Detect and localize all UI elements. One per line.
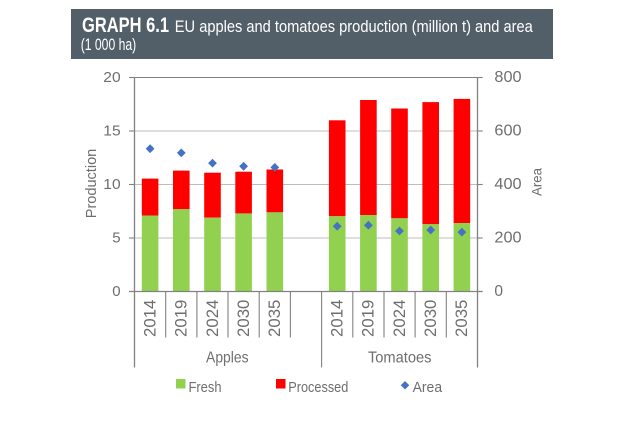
svg-text:Production: Production	[83, 149, 100, 219]
svg-text:2019: 2019	[172, 300, 191, 337]
svg-text:600: 600	[494, 122, 522, 139]
svg-text:2014: 2014	[328, 300, 347, 337]
svg-text:0: 0	[494, 283, 503, 300]
svg-text:2024: 2024	[203, 300, 222, 337]
svg-text:2035: 2035	[452, 300, 471, 337]
svg-text:Processed: Processed	[288, 379, 348, 396]
svg-text:2024: 2024	[390, 300, 409, 337]
svg-text:(1 000 ha): (1 000 ha)	[81, 36, 137, 54]
svg-text:20: 20	[103, 69, 120, 86]
svg-text:200: 200	[494, 229, 522, 246]
svg-text:Tomatoes: Tomatoes	[368, 350, 432, 367]
svg-text:2035: 2035	[265, 300, 284, 337]
svg-text:15: 15	[103, 122, 120, 139]
svg-text:2030: 2030	[234, 300, 253, 337]
svg-text:Fresh: Fresh	[189, 379, 222, 396]
svg-text:EU apples and tomatoes product: EU apples and tomatoes production (milli…	[175, 18, 534, 36]
svg-text:2014: 2014	[140, 300, 159, 337]
svg-text:10: 10	[103, 176, 120, 193]
svg-text:2030: 2030	[421, 300, 440, 337]
svg-text:Area: Area	[413, 379, 443, 396]
svg-text:Apples: Apples	[206, 350, 249, 367]
svg-text:800: 800	[494, 69, 522, 86]
svg-text:GRAPH 6.1: GRAPH 6.1	[82, 14, 169, 37]
svg-text:Area: Area	[529, 168, 545, 196]
svg-text:2019: 2019	[359, 300, 378, 337]
svg-text:0: 0	[112, 283, 120, 300]
svg-text:5: 5	[112, 229, 120, 246]
svg-text:400: 400	[494, 176, 522, 193]
